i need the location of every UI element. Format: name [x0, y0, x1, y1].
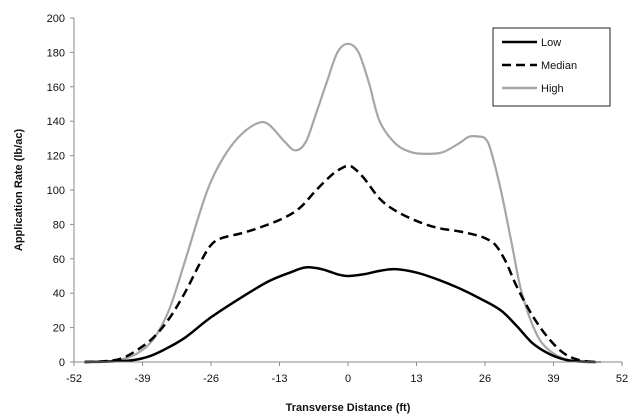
y-tick-label: 160 [47, 82, 65, 94]
y-tick-label: 200 [47, 13, 65, 25]
series-line-low [84, 266, 596, 364]
x-tick-label: -39 [135, 373, 151, 385]
legend-label-high: High [541, 83, 564, 95]
y-tick-label: 100 [47, 185, 65, 197]
ticks: -52 -39 -26 -13 0 13 26 39 52 0 20 40 60 80 100 120 140 1… [47, 13, 628, 385]
series-line-high [84, 42, 601, 364]
x-tick-label: -13 [272, 373, 288, 385]
x-tick-label: 39 [547, 373, 559, 385]
y-tick-label: 20 [53, 323, 65, 335]
y-tick-label: 80 [53, 219, 65, 231]
x-tick-label: 26 [479, 373, 491, 385]
x-tick-label: 0 [345, 373, 351, 385]
x-tick-label: -52 [66, 373, 82, 385]
series-line-median [84, 164, 596, 364]
y-tick-label: 180 [47, 47, 65, 59]
y-tick-label: 40 [53, 288, 65, 300]
y-axis-title: Application Rate (lb/ac) [13, 129, 25, 252]
plot-lines [84, 42, 601, 364]
x-tick-label: -26 [203, 373, 219, 385]
x-axis-title: Transverse Distance (ft) [286, 402, 411, 414]
x-tick-label: 52 [616, 373, 628, 385]
y-tick-label: 140 [47, 116, 65, 128]
y-tick-label: 60 [53, 254, 65, 266]
legend-label-median: Median [541, 60, 577, 72]
y-tick-label: 0 [59, 357, 65, 369]
x-tick-label: 13 [410, 373, 422, 385]
legend-label-low: Low [541, 37, 561, 49]
legend: Low Median High [492, 27, 611, 107]
y-tick-label: 120 [47, 151, 65, 163]
